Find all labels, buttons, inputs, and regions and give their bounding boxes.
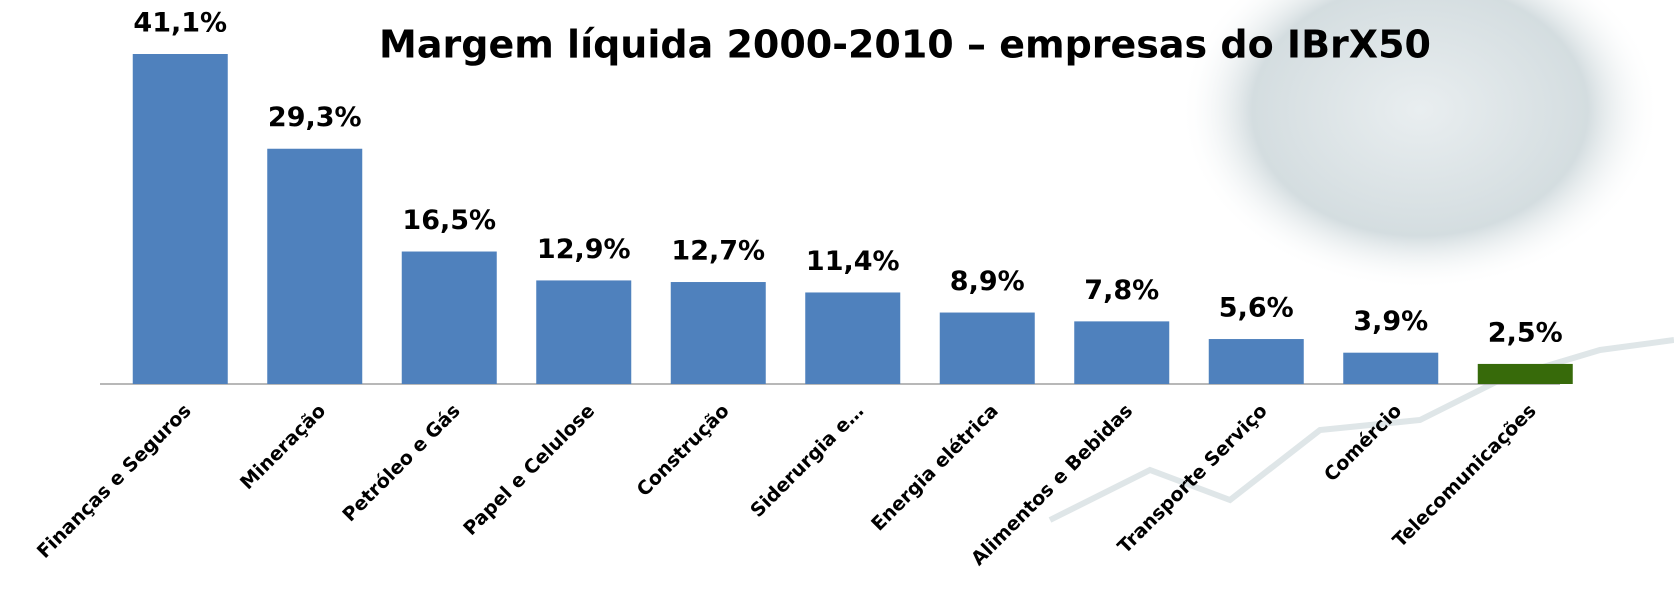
chart: Margem líquida 2000-2010 – empresas do I… xyxy=(0,0,1674,615)
data-label: 7,8% xyxy=(1084,275,1159,306)
bar xyxy=(805,292,900,384)
data-label: 16,5% xyxy=(402,205,496,236)
data-label: 8,9% xyxy=(950,266,1025,297)
bar xyxy=(1478,364,1573,384)
data-label: 11,4% xyxy=(806,246,900,277)
data-label: 41,1% xyxy=(133,8,227,39)
bar xyxy=(1074,321,1169,384)
bar xyxy=(536,280,631,384)
data-label: 2,5% xyxy=(1488,317,1563,348)
data-label: 3,9% xyxy=(1353,306,1428,337)
bar xyxy=(267,149,362,384)
bar xyxy=(1209,339,1304,384)
data-label: 12,7% xyxy=(671,236,765,267)
data-label: 29,3% xyxy=(268,102,362,133)
data-label: 12,9% xyxy=(537,234,631,265)
data-label: 5,6% xyxy=(1219,293,1294,324)
bar xyxy=(671,282,766,384)
bar xyxy=(940,313,1035,384)
bar xyxy=(133,54,228,384)
chart-title: Margem líquida 2000-2010 – empresas do I… xyxy=(379,23,1431,67)
bar xyxy=(1343,353,1438,384)
bar xyxy=(402,252,497,384)
